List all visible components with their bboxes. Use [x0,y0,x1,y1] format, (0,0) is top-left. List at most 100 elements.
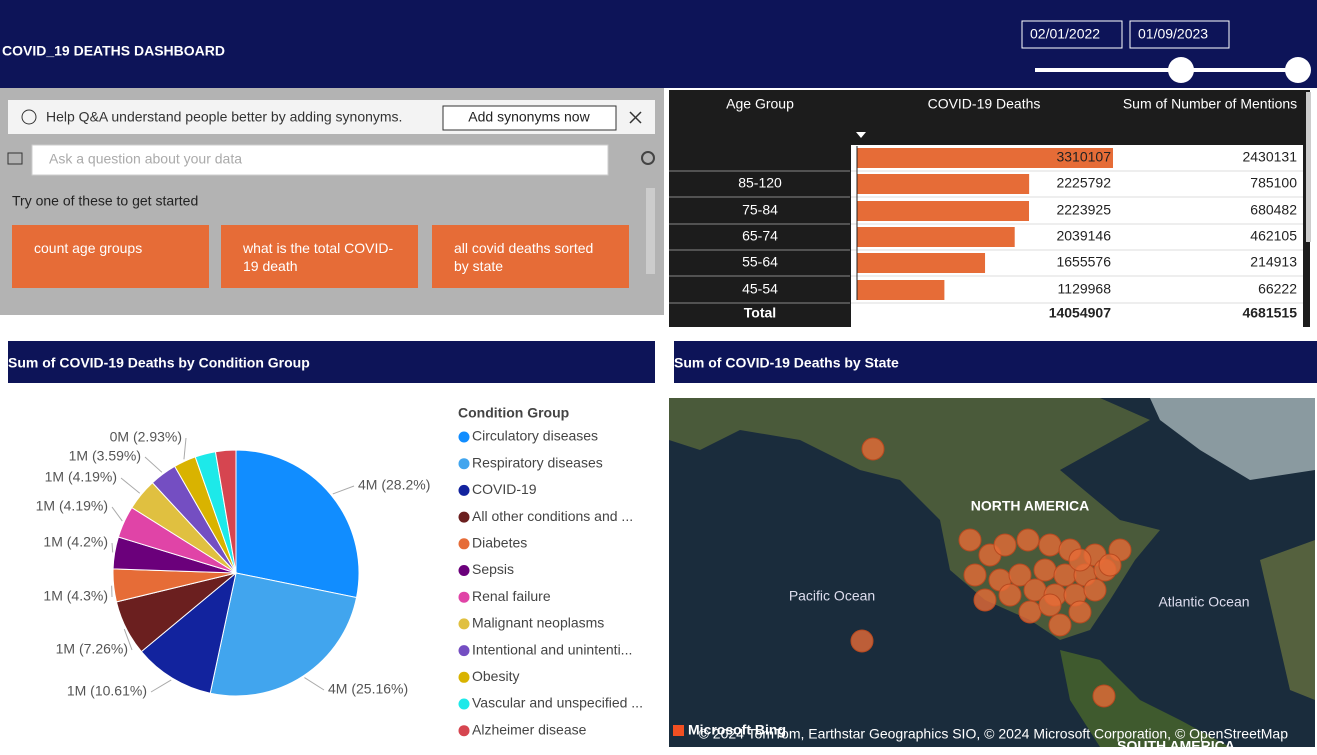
legend-label: Intentional and unintenti... [472,641,632,657]
legend-marker [458,538,470,550]
notice-text: Help Q&A understand people better by add… [46,109,402,125]
map-bubble [850,629,874,653]
data-label: 1M (4.2%) [43,534,108,550]
map-logo: Microsoft Bing [688,722,786,738]
end-date[interactable]: 01/09/2023 [1138,26,1208,42]
deaths-bar [857,253,986,273]
legend-marker [458,431,470,443]
age-group: 55-64 [742,254,778,270]
legend-label: Sepsis [472,561,514,577]
pie-slice [214,449,237,574]
age-group: 75-84 [742,202,778,218]
leader-line [183,437,187,460]
sort-icon[interactable] [856,132,866,138]
map-bubble [958,528,982,552]
map-attribution[interactable]: © 2024 TomTom, Earthstar Geographics SIO… [699,726,1289,742]
header-bar [0,0,1317,88]
legend-marker [458,698,470,710]
land [1060,650,1230,747]
map-bubble [1038,533,1062,557]
mentions-value: 785100 [1250,175,1297,191]
button[interactable] [442,105,617,131]
data-label: 4M (25.16%) [328,681,408,697]
button-label[interactable]: Add synonyms now [468,109,590,125]
slider-knob[interactable] [1285,57,1311,83]
deaths-value: 2225792 [1056,175,1111,191]
map-bubble [998,583,1022,607]
leader-line [144,456,163,473]
scrollbar [1306,92,1311,242]
column-header: Sum of Number of Mentions [1123,96,1297,112]
deaths-value: 3310107 [1056,149,1111,165]
deaths-bar [857,227,1015,247]
chat-icon [7,152,23,165]
age-group: 45-54 [742,281,778,297]
leader-line [150,679,172,693]
mentions-value: 2430131 [1242,149,1297,165]
legend-marker [458,591,470,603]
mentions-value: 462105 [1250,228,1297,244]
info-icon [21,109,37,125]
start-date[interactable]: 02/01/2022 [1030,26,1100,42]
deaths-value: 2223925 [1056,202,1111,218]
close-icon[interactable] [629,111,642,124]
map-bubble [1092,684,1116,708]
legend-label: Obesity [472,668,519,684]
data-label: 1M (4.3%) [43,588,108,604]
suggestion[interactable]: all covid deaths sorted by state [432,225,629,288]
pie-slice [235,449,360,599]
legend-marker [458,484,470,496]
map-bubble [1033,558,1057,582]
map-label: NORTH AMERICA [971,498,1089,514]
page-title: COVID_19 DEATHS DASHBOARD [2,43,225,59]
map-bubble [1098,553,1122,577]
data-label: 1M (10.61%) [67,683,147,699]
legend-marker [458,725,470,737]
leader-line [111,542,114,553]
legend-marker [458,511,470,523]
map-bubble [1038,593,1062,617]
map-bubble [1008,563,1032,587]
slider-knob[interactable] [1168,57,1194,83]
map-label: Atlantic Ocean [1158,594,1249,610]
legend-label: Malignant neoplasms [472,615,604,631]
deaths-bar [857,174,1030,194]
map-bubble [963,563,987,587]
mentions-value: 680482 [1250,202,1297,218]
map-bubble [1016,528,1040,552]
question-input[interactable] [31,144,609,176]
legend-label: Renal failure [472,588,551,604]
legend-label: Circulatory diseases [472,428,598,444]
logo-mark [673,725,684,736]
suggestion[interactable]: what is the total COVID-19 death [221,225,418,288]
legend-title: Condition Group [458,405,569,421]
deaths-bar [857,148,1113,168]
settings-icon[interactable] [641,151,655,165]
title-bar [8,341,655,383]
input-placeholder[interactable]: Ask a question about your data [49,151,242,167]
suggestion[interactable]: count age groups [12,225,209,288]
bubble-layer [850,437,1132,708]
data-label: 1M (3.59%) [69,448,141,464]
legend-label: COVID-19 [472,481,537,497]
data-label: 0M (2.93%) [110,429,182,445]
legend-marker [458,645,470,657]
map-bubble [1068,600,1092,624]
mentions-value: 66222 [1258,281,1297,297]
pie-slice [209,572,358,697]
legend-label: Alzheimer disease [472,721,587,737]
deaths-value: 1655576 [1056,254,1111,270]
legend-label: All other conditions and ... [472,508,633,524]
map-bubble [1048,613,1072,637]
total-mentions: 4681515 [1242,305,1297,321]
deaths-bar [857,201,1029,221]
date-input[interactable] [1129,20,1230,49]
pie-slice [140,571,237,694]
total-deaths: 14054907 [1049,305,1112,321]
age-group: 85-120 [738,175,782,191]
date-input[interactable] [1021,20,1123,49]
data-label: 1M (4.19%) [36,498,108,514]
chart-title: Sum of COVID-19 Deaths by Condition Grou… [8,355,310,371]
